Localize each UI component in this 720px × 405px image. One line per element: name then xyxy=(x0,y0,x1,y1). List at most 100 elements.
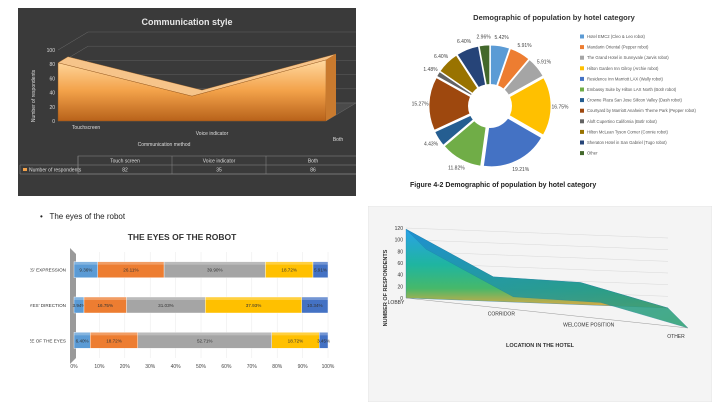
pie-data-label: 1.48% xyxy=(423,67,438,73)
x-tick-label: Voice indicator xyxy=(196,131,229,137)
chart-title: THE EYES OF THE ROBOT xyxy=(128,232,237,242)
y-tick-label: 0 xyxy=(400,296,403,302)
bar-data-label: 39.90% xyxy=(207,268,223,273)
legend-swatch xyxy=(580,66,584,71)
bar-segment xyxy=(312,261,329,278)
bar-highlight xyxy=(301,297,328,300)
bar-highlight xyxy=(319,332,328,336)
bar-highlight xyxy=(84,297,127,300)
y-tick-label: 100 xyxy=(395,238,404,244)
x-tick-label: 40% xyxy=(171,364,182,370)
bar-highlight xyxy=(205,297,302,300)
grid-line xyxy=(405,239,669,250)
legend-swatch xyxy=(580,45,584,50)
category-label: SIZE OF THE EYES xyxy=(30,338,66,343)
pie-data-label: 16.75% xyxy=(552,105,570,111)
x-tick-label: LOBBY xyxy=(388,300,405,306)
table-value-cell: 35 xyxy=(216,168,222,174)
bar-data-label: 10.34% xyxy=(307,303,323,308)
bar-highlight xyxy=(126,297,206,300)
y-tick-label: 0 xyxy=(52,119,55,125)
bar-highlight xyxy=(90,332,138,336)
pie-data-label: 2.96% xyxy=(477,34,492,40)
bar-data-label: 18.72% xyxy=(288,338,304,343)
chart-title: Demographic of population by hotel categ… xyxy=(473,13,636,22)
legend-swatch xyxy=(580,140,584,145)
table-header-cell: Touch screen xyxy=(110,159,140,165)
bar-highlight xyxy=(137,332,272,336)
table-header-cell: Voice indicator xyxy=(203,159,236,165)
bar-highlight xyxy=(74,332,91,336)
x-tick-label: CORRIDOR xyxy=(488,311,516,317)
legend-label: Mandarin Oriental (Pepper robot) xyxy=(587,45,649,50)
x-tick-label: 70% xyxy=(247,364,258,370)
legend-swatch xyxy=(580,76,584,81)
x-axis-label: Communication method xyxy=(138,142,191,148)
x-tick-label: 80% xyxy=(272,364,283,370)
bar-data-label: 16.75% xyxy=(97,303,113,308)
bar-data-label: 18.72% xyxy=(281,268,297,273)
figure-caption: Figure 4-2 Demographic of population by … xyxy=(410,182,597,189)
table-value-cell: 86 xyxy=(310,168,316,174)
table-header-cell: Both xyxy=(308,159,319,165)
y-tick-label: 100 xyxy=(47,48,56,54)
bar-highlight xyxy=(271,332,320,336)
legend-label: Sheraton Hotel in San Gabriel (Tugo robo… xyxy=(587,140,667,145)
y-tick-label: 120 xyxy=(395,226,404,232)
legend-swatch xyxy=(580,119,584,124)
legend-label: Courtyard by Marriott Anaheim Theme Park… xyxy=(587,108,696,113)
bar-highlight xyxy=(265,261,313,265)
pie-data-label: 5.91% xyxy=(517,43,532,49)
legend-label: Residence Inn Marriott LAX (Wally robot) xyxy=(587,76,664,81)
bar-data-label: 6.40% xyxy=(76,338,89,343)
y-tick-label: 40 xyxy=(49,91,55,97)
bar-data-label: 9.36% xyxy=(79,268,92,273)
x-axis-label: LOCATION IN THE HOTEL xyxy=(506,343,575,349)
legend-label: The Grand Hotel in Sunnyvale (Jarvis rob… xyxy=(587,55,669,60)
grid-line xyxy=(57,31,89,51)
pie-data-label: 15.27% xyxy=(412,101,430,107)
communication-chart: Communication style Number of respondent… xyxy=(19,17,356,175)
bar-highlight xyxy=(74,297,85,300)
bar-segment xyxy=(301,296,329,314)
bar-segment xyxy=(319,332,329,349)
legend-swatch xyxy=(580,108,584,113)
category-label: THE EYES' EXPRESSION xyxy=(30,268,66,273)
grid-line xyxy=(405,227,669,239)
bar-data-label: 5.91% xyxy=(314,268,327,273)
section-bullet: • The eyes of the robot xyxy=(40,212,125,221)
bar-data-label: 52.71% xyxy=(197,338,213,343)
legend-swatch xyxy=(580,151,584,156)
pie-data-label: 4.43% xyxy=(424,142,439,148)
bullet-icon: • xyxy=(40,212,50,221)
y-tick-label: 80 xyxy=(397,249,403,255)
location-chart-panel: NUMBER OF RESPONDENTS LOCATION IN THE HO… xyxy=(368,206,712,402)
legend-swatch xyxy=(580,87,584,92)
legend-label: Hilton Garden Inn Gilroy (Archie robot) xyxy=(587,66,659,71)
bar-data-label: 37.93% xyxy=(246,303,262,308)
pie-data-label: 5.42% xyxy=(495,35,510,41)
y-tick-label: 60 xyxy=(49,76,55,82)
x-tick-label: Touchscreen xyxy=(72,125,101,131)
pie-data-label: 5.91% xyxy=(537,59,552,65)
pie-data-label: 11.82% xyxy=(448,165,465,171)
eyes-chart-panel: THE EYES OF THE ROBOT 9.36% 26.11% 39.90% 1… xyxy=(30,208,340,403)
bar-highlight xyxy=(164,261,266,265)
area-series-number-of-respondents xyxy=(57,59,327,122)
area-side-face xyxy=(326,53,336,121)
pie-slice xyxy=(492,77,552,136)
y-tick-label: 40 xyxy=(397,273,403,279)
legend-label: Other xyxy=(587,151,598,156)
x-tick-label: 100% xyxy=(322,364,335,370)
legend-label: Hilton McLean Tyson Corner (Connie robot… xyxy=(587,129,669,134)
x-tick-label: 0% xyxy=(70,364,78,370)
pie-center xyxy=(468,84,512,128)
pie-data-label: 6.40% xyxy=(457,39,472,45)
legend-swatch xyxy=(580,34,584,39)
x-tick-label: OTHER xyxy=(667,334,685,340)
bar-data-label: 3.94% xyxy=(72,303,85,308)
x-tick-label: 50% xyxy=(196,364,207,370)
x-tick-label: Both xyxy=(333,137,344,143)
chart-title: Communication style xyxy=(141,17,232,27)
bar-data-label: 31.03% xyxy=(158,303,174,308)
